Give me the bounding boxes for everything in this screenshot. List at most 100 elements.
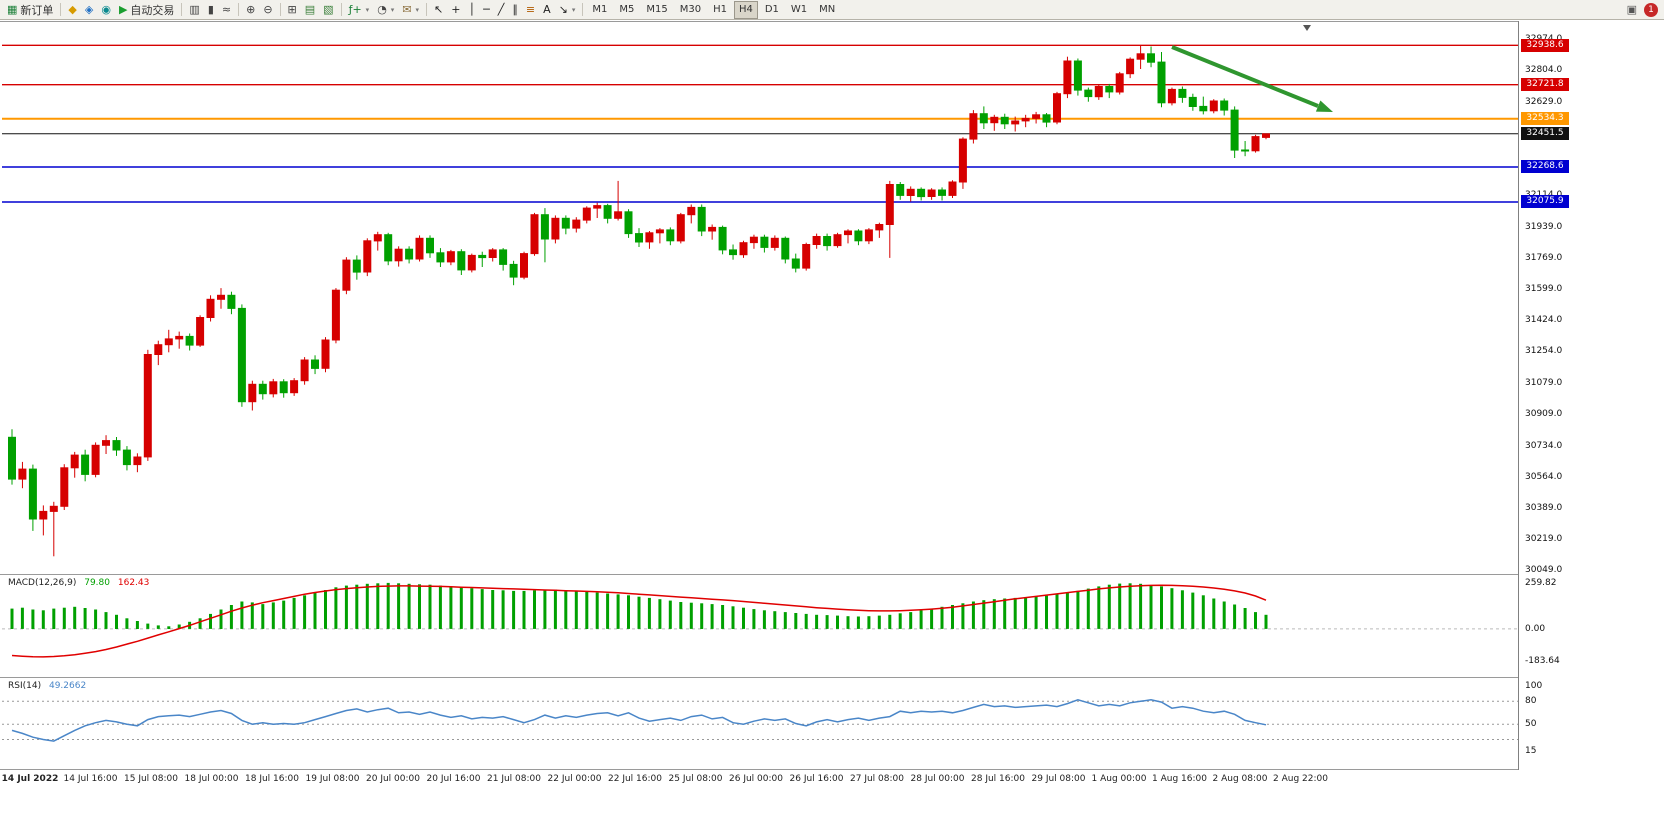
main-toolbar: ▦ 新订单 ◆ ◈ ◉ ▶ 自动交易 ▥ ▮ ≈ ⊕ ⊖ ⊞ ▤ ▧ ƒ+ ▾ ◔ ▾ ✉ ▾ ↖ + │ ─ ╱ ∥ ≡ A ↘ ▾ M1 M…: [0, 0, 1664, 20]
cascade-windows-icon[interactable]: ▤: [301, 1, 319, 19]
timeframe-h4-button[interactable]: H4: [733, 0, 758, 19]
navigator-icon[interactable]: ◈: [81, 1, 97, 19]
time-axis-label: 29 Jul 08:00: [1031, 774, 1086, 784]
price-axis-label: 32804.0: [1525, 64, 1563, 75]
bid-price-badge: 32451.5: [1521, 127, 1569, 141]
rsi-indicator-panel: [2, 679, 1518, 769]
chevron-down-icon: ▾: [415, 5, 420, 14]
time-axis-label: 26 Jul 16:00: [789, 774, 844, 784]
zoom-in-icon[interactable]: ⊕: [242, 1, 259, 19]
time-axis-label: 27 Jul 08:00: [850, 774, 904, 784]
rsi-axis-label: 15: [1525, 746, 1537, 756]
arrange-windows-icon[interactable]: ▧: [319, 1, 337, 19]
news-icon[interactable]: ▣: [1623, 1, 1641, 19]
community-badge[interactable]: 1: [1644, 2, 1658, 17]
time-axis[interactable]: 14 Jul 2022 14 Jul 16:00 15 Jul 08:00 18 Ju…: [0, 770, 1664, 790]
chevron-down-icon: ▾: [365, 5, 370, 14]
timeframe-mn-button[interactable]: MN: [819, 4, 836, 15]
zoom-out-icon[interactable]: ⊖: [259, 1, 276, 19]
level-price-badge: 32534.3: [1521, 112, 1569, 126]
macd-axis-label: -183.64: [1525, 656, 1560, 667]
crosshair-tool-button[interactable]: +: [447, 1, 464, 19]
main-price-chart: [2, 22, 1518, 573]
price-axis-label: 30049.0: [1525, 565, 1563, 576]
price-axis[interactable]: 32974.032804.032629.032114.031939.031769…: [1518, 21, 1664, 790]
price-axis-label: 30389.0: [1525, 503, 1563, 514]
time-axis-label: 1 Aug 16:00: [1152, 774, 1207, 784]
templates-icon: ✉: [402, 3, 412, 16]
trend-arrow-annotation[interactable]: [1171, 45, 1333, 112]
rsi-axis-label: 80: [1525, 696, 1537, 707]
periods-button[interactable]: ◔ ▾: [373, 1, 398, 19]
arrange-windows-icon-icon: ▧: [323, 3, 334, 16]
text-tool-button[interactable]: A: [539, 1, 555, 19]
indicators-icon: ƒ+: [348, 3, 362, 16]
timeframe-m15-button[interactable]: M15: [646, 4, 668, 15]
rsi-splitter[interactable]: [0, 677, 1664, 678]
candlestick-chart-icon[interactable]: ▮: [204, 1, 218, 19]
time-axis-label: 22 Jul 00:00: [547, 774, 602, 784]
autotrading-button[interactable]: ▶ 自动交易: [115, 1, 178, 19]
macd-splitter[interactable]: [0, 574, 1664, 575]
timeframe-w1-button[interactable]: W1: [790, 4, 808, 15]
trendline-tool-icon: ╱: [497, 3, 505, 16]
price-axis-label: 31424.0: [1525, 315, 1563, 326]
time-axis-label: 28 Jul 16:00: [971, 774, 1025, 784]
horizontal-line-tool-button[interactable]: ─: [479, 1, 494, 19]
new-order-button-label: 新订单: [20, 3, 54, 17]
toolbar-separator: [181, 3, 183, 16]
fibonacci-tool-button[interactable]: ≡: [522, 1, 539, 19]
indicators-button[interactable]: ƒ+ ▾: [345, 1, 374, 19]
timeframe-m30-button[interactable]: M30: [679, 4, 702, 15]
news-icon: ▣: [1626, 3, 1637, 16]
vertical-line-tool-button[interactable]: │: [464, 1, 479, 19]
candlestick-chart-icon-icon: ▮: [207, 3, 214, 16]
time-axis-label: 20 Jul 16:00: [426, 774, 481, 784]
chart-shift-marker-icon[interactable]: [1303, 25, 1311, 31]
horizontal-line-tool-icon: ─: [483, 3, 490, 16]
arrows-tool-button[interactable]: ↘ ▾: [555, 1, 580, 19]
macd-signal-line: [11, 584, 1267, 658]
autotrading-icon: ▶: [118, 3, 128, 16]
time-axis-label: 28 Jul 00:00: [910, 774, 965, 784]
templates-button[interactable]: ✉ ▾: [398, 1, 423, 19]
bar-chart-icon[interactable]: ▥: [185, 1, 203, 19]
price-axis-label: 31769.0: [1525, 252, 1563, 263]
periods-icon: ◔: [377, 3, 387, 16]
fibonacci-tool-icon: ≡: [525, 3, 536, 16]
chevron-down-icon: ▾: [390, 5, 395, 14]
terminal-icon[interactable]: ◉: [97, 1, 115, 19]
timeframe-d1-button[interactable]: D1: [764, 4, 779, 15]
price-axis-label: 31599.0: [1525, 283, 1563, 294]
time-axis-label: 18 Jul 16:00: [245, 774, 299, 784]
terminal-icon-icon: ◉: [101, 3, 111, 16]
timeframe-m1-button[interactable]: M1: [592, 4, 608, 15]
level-price-badge: 32268.6: [1521, 160, 1569, 174]
time-axis-label: 26 Jul 00:00: [729, 774, 783, 784]
text-tool-icon: A: [543, 3, 551, 16]
tile-windows-icon[interactable]: ⊞: [284, 1, 301, 19]
macd-axis-label: 0.00: [1525, 623, 1546, 634]
price-axis-label: 32629.0: [1525, 96, 1563, 107]
macd-name: MACD(12,26,9): [8, 578, 77, 588]
timeframe-m5-button[interactable]: M5: [619, 4, 635, 15]
channel-tool-button[interactable]: ∥: [508, 1, 522, 19]
line-chart-icon[interactable]: ≈: [218, 1, 235, 19]
time-axis-label: 25 Jul 08:00: [668, 774, 723, 784]
rsi-line: [11, 699, 1267, 742]
time-axis-label: 21 Jul 08:00: [487, 774, 541, 784]
toolbar-separator: [582, 3, 584, 16]
navigator-icon-icon: ◈: [84, 3, 94, 16]
trendline-tool-button[interactable]: ╱: [494, 1, 509, 19]
tile-windows-icon-icon: ⊞: [287, 3, 297, 16]
price-axis-label: 30909.0: [1525, 408, 1563, 419]
toolbar-separator: [426, 3, 428, 16]
timeframe-h1-button[interactable]: H1: [713, 4, 727, 15]
time-axis-label: 2 Aug 22:00: [1273, 774, 1328, 784]
new-order-button[interactable]: ▦ 新订单: [3, 1, 57, 19]
toolbar-separator: [340, 3, 342, 16]
cursor-tool-button[interactable]: ↖: [430, 1, 447, 19]
charts-grid-icon[interactable]: ◆: [64, 1, 80, 19]
toolbar-separator: [60, 3, 62, 16]
time-axis-label: 19 Jul 08:00: [305, 774, 360, 784]
